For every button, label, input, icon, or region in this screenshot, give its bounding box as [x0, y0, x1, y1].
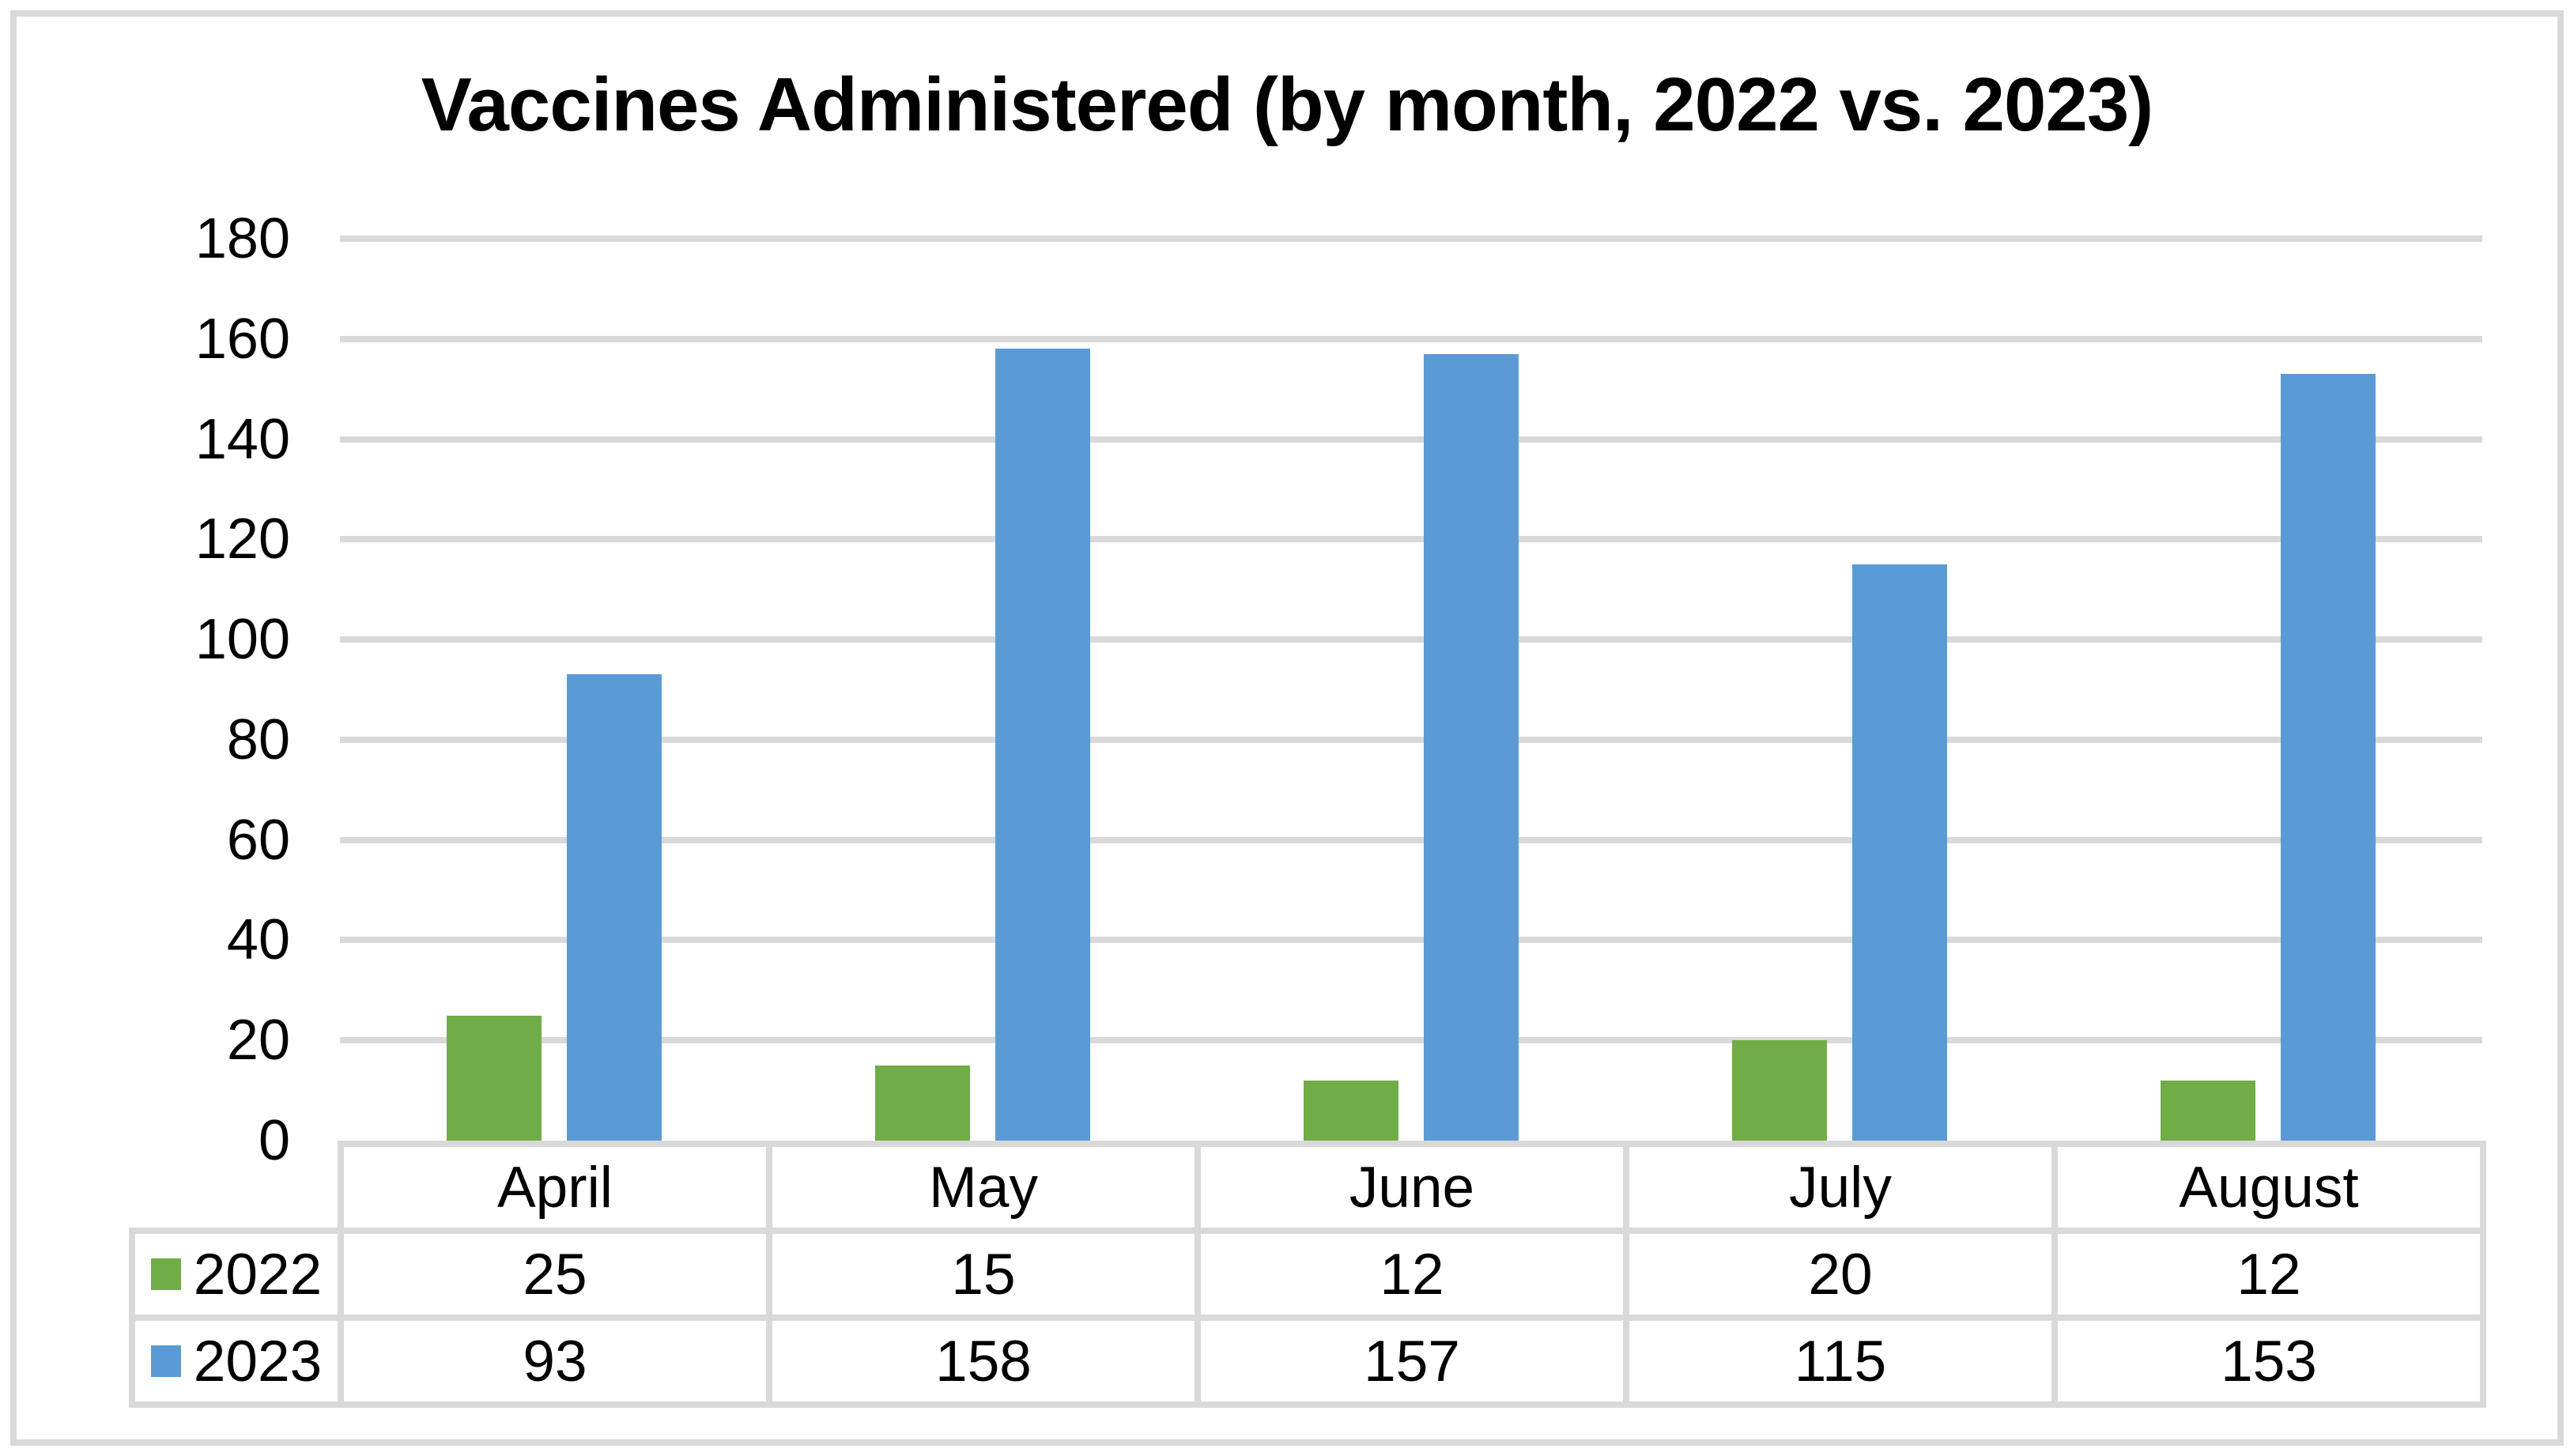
month-header-may: May [772, 1147, 1195, 1228]
y-axis-label-60: 60 [226, 808, 290, 872]
gridline-140 [340, 436, 2482, 443]
bar-2022-august [2161, 1080, 2255, 1141]
value-cell-2023-august: 153 [2058, 1321, 2480, 1401]
month-header-april: April [344, 1147, 766, 1228]
value-cell-2023-may: 158 [772, 1321, 1195, 1401]
bar-2022-june [1304, 1080, 1398, 1141]
gridline-20 [340, 1037, 2482, 1044]
y-axis-label-180: 180 [194, 207, 290, 270]
legend-cell-2023: 2023 [135, 1321, 338, 1401]
y-axis-label-160: 160 [194, 307, 290, 371]
bar-2023-april [567, 674, 662, 1141]
gridline-40 [340, 937, 2482, 944]
y-axis-label-80: 80 [226, 707, 290, 771]
bar-2022-april [447, 1015, 542, 1141]
gridline-80 [340, 736, 2482, 743]
value-cell-2022-april: 25 [344, 1234, 766, 1315]
gridline-100 [340, 636, 2482, 643]
month-header-june: June [1201, 1147, 1623, 1228]
y-axis-label-100: 100 [194, 608, 290, 672]
legend-cell-2022: 2022 [135, 1234, 338, 1315]
value-cell-2022-may: 15 [772, 1234, 1195, 1315]
legend-table: 2022 2023 [129, 1228, 344, 1408]
y-axis-label-20: 20 [226, 1009, 290, 1073]
y-axis-label-0: 0 [258, 1109, 290, 1172]
bar-2023-august [2281, 374, 2376, 1141]
legend-swatch-icon-2023 [150, 1345, 181, 1377]
gridline-180 [340, 236, 2482, 242]
y-axis-label-40: 40 [226, 908, 290, 972]
value-cell-2023-june: 157 [1201, 1321, 1623, 1401]
gridline-120 [340, 536, 2482, 543]
legend-swatch-icon-2022 [150, 1258, 181, 1290]
bar-2023-may [995, 349, 1090, 1141]
value-cell-2023-april: 93 [344, 1321, 766, 1401]
y-axis-label-140: 140 [194, 407, 290, 471]
data-table: April May June July August 25 15 12 20 12 93 158 157… [338, 1141, 2486, 1408]
month-header-july: July [1629, 1147, 2051, 1228]
value-cell-2023-july: 115 [1629, 1321, 2051, 1401]
bar-2022-july [1732, 1040, 1827, 1141]
gridline-160 [340, 335, 2482, 342]
gridline-60 [340, 836, 2482, 843]
bar-2023-july [1852, 564, 1947, 1141]
bar-2022-may [875, 1065, 970, 1141]
value-cell-2022-august: 12 [2058, 1234, 2480, 1315]
value-cell-2022-july: 20 [1629, 1234, 2051, 1315]
month-header-august: August [2058, 1147, 2480, 1228]
y-axis-label-120: 120 [194, 507, 290, 571]
legend-label-2022: 2022 [193, 1242, 323, 1307]
legend-label-2023: 2023 [193, 1329, 323, 1394]
bar-2023-june [1424, 353, 1519, 1141]
chart-title: Vaccines Administered (by month, 2022 vs… [421, 62, 2153, 147]
value-cell-2022-june: 12 [1201, 1234, 1623, 1315]
